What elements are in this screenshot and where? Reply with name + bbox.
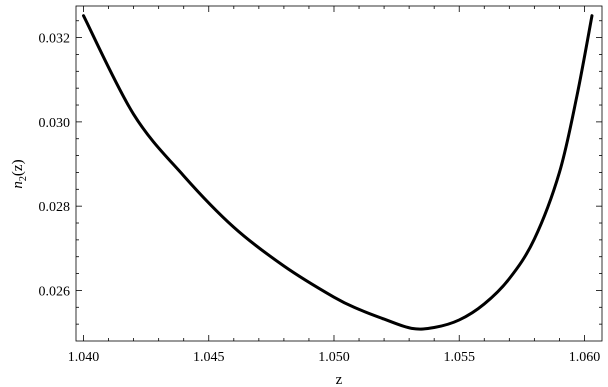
x-tick-label: 1.045	[193, 350, 225, 365]
series-line	[82, 14, 594, 331]
x-tick-label: 1.055	[443, 350, 475, 365]
y-tick-label: 0.032	[39, 32, 71, 47]
x-tick-label: 1.040	[68, 350, 100, 365]
x-tick-label: 1.060	[569, 350, 601, 365]
y-tick-label: 0.030	[39, 116, 71, 131]
y-tick-label: 0.026	[39, 284, 71, 299]
plot-frame	[75, 5, 603, 342]
x-axis-label: z	[336, 372, 343, 387]
y-tick-label: 0.028	[39, 200, 71, 215]
y-axis-label: n2(z)	[10, 159, 29, 188]
x-tick-label: 1.050	[318, 350, 350, 365]
